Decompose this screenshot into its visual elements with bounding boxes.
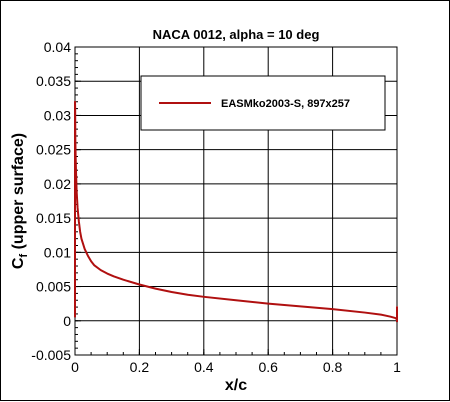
x-tick-label: 0.2: [130, 359, 150, 375]
y-tick-label: 0.025: [36, 142, 71, 158]
y-tick-label: 0.035: [36, 73, 71, 89]
series-line: [74, 100, 398, 323]
series-layer: [74, 100, 398, 323]
x-tick-label: 1: [393, 359, 401, 375]
y-axis-label-rest: (upper surface): [10, 133, 27, 254]
y-tick-label: 0.005: [36, 279, 71, 295]
x-axis-label: x/c: [225, 377, 247, 394]
legend-entry-label: EASMko2003-S, 897x257: [221, 98, 350, 110]
y-tick-label: 0.01: [44, 244, 71, 260]
x-tick-label: 0.6: [258, 359, 278, 375]
x-tick-label: 0.4: [194, 359, 214, 375]
y-axis-label-main: C: [10, 257, 27, 269]
chart-title: NACA 0012, alpha = 10 deg: [153, 27, 320, 42]
y-tick-label: 0.04: [44, 39, 71, 55]
y-tick-label: 0.015: [36, 210, 71, 226]
x-tick-label: 0: [71, 359, 79, 375]
y-tick-label: 0.02: [44, 176, 71, 192]
y-axis-label-subscript: f: [18, 254, 30, 258]
y-tick-label: 0.03: [44, 107, 71, 123]
x-tick-label: 0.8: [323, 359, 343, 375]
legend: EASMko2003-S, 897x257: [140, 75, 386, 131]
y-axis-label: Cf (upper surface): [10, 133, 30, 269]
y-tick-label: 0: [63, 313, 71, 329]
y-tick-label: -0.005: [31, 347, 71, 363]
